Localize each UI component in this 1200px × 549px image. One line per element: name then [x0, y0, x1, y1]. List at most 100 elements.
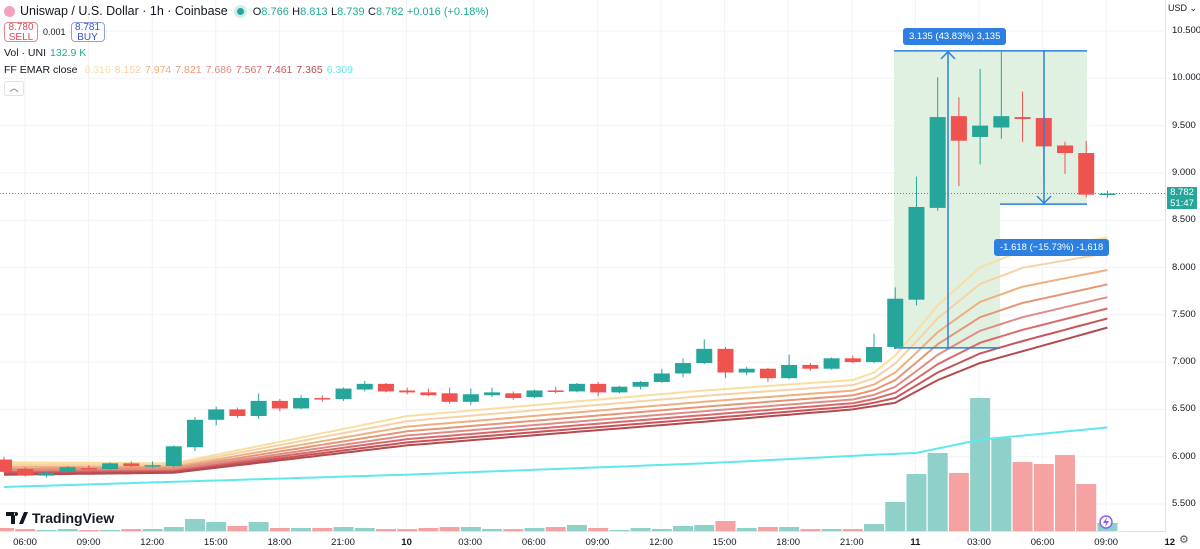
last-price-label: 8.782 51:47 [1167, 187, 1197, 209]
candle-body [441, 393, 458, 402]
candle-body [293, 398, 310, 409]
candle-body [102, 463, 119, 469]
candle-body [250, 400, 267, 417]
candle-body [950, 116, 967, 141]
ema-legend-value: 7.461 [266, 64, 293, 76]
candle-body [1057, 145, 1073, 154]
candle-body [484, 392, 501, 396]
ema-indicator-legend[interactable]: FF EMAR close 8.316 8.152 7.974 7.821 7.686 7… [4, 64, 353, 76]
time-tick-label: 12:00 [649, 537, 673, 548]
tradingview-logo[interactable]: TradingView [6, 510, 114, 526]
volume-bar [36, 529, 57, 531]
volume-bar [545, 527, 566, 531]
volume-bar [1055, 454, 1075, 531]
ema-legend-value: 7.567 [235, 64, 263, 76]
candle-body [972, 125, 989, 137]
time-axis[interactable]: 06:00 09:00 12:00 15:00 18:00 21:00 10 03:00 06:… [0, 531, 1175, 549]
volume-bar [0, 527, 14, 531]
settings-gear-icon[interactable]: ⚙ [1179, 534, 1189, 546]
spread-value: 0.001 [43, 27, 66, 37]
candle-body [568, 383, 585, 392]
candle-body [186, 419, 203, 448]
time-tick-label: 18:00 [267, 537, 292, 548]
ema-legend-value: 6.309 [326, 64, 353, 76]
volume-bar [927, 452, 948, 531]
candle-body [653, 373, 670, 382]
symbol-title[interactable]: Uniswap / U.S. Dollar · 1h · Coinbase [20, 4, 228, 18]
ema-legend-value: 7.974 [145, 64, 172, 76]
chevron-up-icon: ︿ [9, 83, 19, 93]
ema-line [4, 236, 1108, 465]
candle-body [0, 459, 12, 472]
candle-body [462, 394, 479, 402]
time-tick-label: 11 [910, 537, 921, 548]
candle-body [271, 400, 288, 409]
candle-body [632, 381, 649, 387]
candle-body [1099, 193, 1116, 196]
volume-bar [418, 527, 439, 531]
price-tick-label: 6.500 [1172, 403, 1196, 415]
volume-bar [312, 527, 333, 531]
candle-body [887, 298, 904, 347]
currency-selector[interactable]: USD ⌄ [1168, 3, 1198, 13]
ema-legend-value: 7.686 [205, 64, 232, 76]
market-open-status-icon [236, 7, 244, 15]
collapse-legend-button[interactable]: ︿ [4, 81, 24, 96]
candle-body [781, 364, 798, 379]
volume-bar [227, 526, 248, 531]
ema-line [4, 269, 1108, 468]
volume-bar [842, 529, 863, 531]
time-tick-label: 15:00 [712, 537, 737, 548]
volume-bar [142, 529, 163, 531]
price-tick-label: 9.500 [1172, 119, 1196, 131]
candle-body [738, 368, 755, 373]
ema-line [3, 307, 1108, 474]
measure-down-label: -1.618 (−15.73%) -1,618 [994, 239, 1110, 256]
time-tick-label: 03:00 [967, 537, 991, 548]
volume-bar [736, 527, 757, 531]
buy-button[interactable]: 8.781 BUY [70, 22, 105, 43]
volume-bar [800, 529, 821, 531]
price-chart[interactable] [0, 0, 1166, 531]
ohlc-values: O8.766 H8.813 L8.739 C8.782 +0.016 (+0.1… [252, 6, 489, 18]
ema-line [3, 317, 1108, 475]
time-tick-label: 12 [1164, 537, 1176, 548]
volume-bar [482, 529, 503, 531]
candle-body [1014, 117, 1031, 119]
candle-body [823, 358, 840, 369]
measure-up-label: 3.135 (43.83%) 3,135 [903, 28, 1007, 45]
ema-legend-value: 8.316 [84, 64, 111, 76]
volume-bar [354, 527, 375, 531]
uniswap-logo-icon [4, 5, 15, 17]
candle-body [59, 467, 76, 472]
candle-body [123, 463, 140, 467]
candle-body [908, 206, 925, 300]
price-tick-label: 8.500 [1172, 214, 1196, 226]
volume-bar [715, 521, 736, 531]
volume-bar [970, 398, 991, 531]
price-tick-label: 8.000 [1172, 261, 1196, 273]
price-tick-label: 9.000 [1172, 166, 1196, 178]
candle-body [590, 383, 607, 393]
sell-button[interactable]: 8.780 SELL [4, 22, 38, 43]
volume-bar [121, 529, 142, 531]
candle-body [844, 358, 861, 363]
volume-bar [333, 527, 354, 531]
candle-body [377, 383, 394, 392]
candle-body [399, 390, 416, 393]
volume-bar [439, 527, 460, 531]
ema-legend-value: 7.365 [296, 64, 323, 76]
candle-body [802, 364, 819, 369]
candle-body [675, 363, 692, 374]
volume-indicator-legend[interactable]: Vol · UNI 132.9 K [4, 47, 87, 59]
time-tick-label: 03:00 [458, 537, 483, 548]
volume-bar [864, 524, 885, 531]
volume-bar [673, 526, 694, 531]
price-axis[interactable]: 10.500 10.000 9.500 9.000 8.500 8.000 7.500 7.0… [1166, 0, 1200, 531]
volume-bar [1012, 462, 1033, 531]
candle-body [993, 116, 1010, 128]
ema-line [3, 283, 1108, 470]
candle-body [1078, 153, 1095, 195]
volume-bar [906, 474, 927, 531]
volume-bar [991, 437, 1012, 531]
